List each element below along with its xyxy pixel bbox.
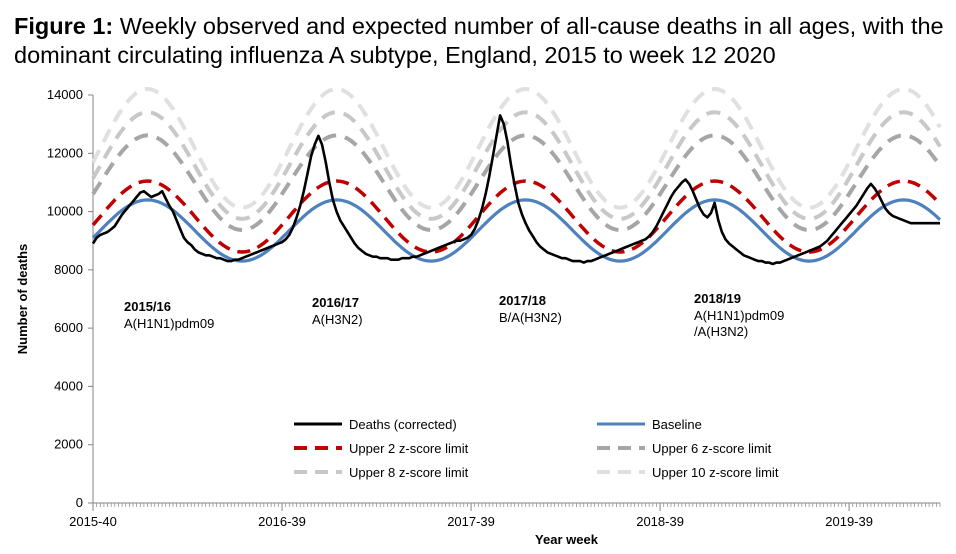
legend-label: Baseline — [652, 417, 702, 432]
legend-label: Upper 10 z-score limit — [652, 465, 779, 480]
series-layer — [91, 86, 942, 266]
legend-label: Deaths (corrected) — [349, 417, 457, 432]
y-tick-label: 14000 — [47, 87, 83, 102]
legend-label: Upper 6 z-score limit — [652, 441, 772, 456]
figure-title-text: Weekly observed and expected number of a… — [14, 13, 944, 68]
y-tick-label: 0 — [76, 495, 83, 510]
y-tick-label: 10000 — [47, 204, 83, 219]
y-tick-label: 8000 — [54, 262, 83, 277]
y-tick-label: 6000 — [54, 320, 83, 335]
x-tick-label: 2019-39 — [825, 514, 873, 529]
y-tick-label: 2000 — [54, 437, 83, 452]
legend-label: Upper 2 z-score limit — [349, 441, 469, 456]
y-tick-label: 12000 — [47, 145, 83, 160]
season-label: 2018/19 — [694, 291, 741, 306]
x-tick-label: 2015-40 — [69, 514, 117, 529]
annotations: 2015/16 A(H1N1)pdm09 2016/17 A(H3N2) 2017/18… — [124, 291, 784, 339]
season-label: 2017/18 — [499, 293, 546, 308]
x-tick-label: 2016-39 — [258, 514, 306, 529]
legend: Deaths (corrected) Baseline Upper 2 z-scor… — [294, 417, 779, 480]
subtype-label: A(H3N2) — [312, 312, 363, 327]
series-upper-10-z-score-limit — [91, 86, 942, 210]
series-upper-8-z-score-limit — [91, 110, 942, 221]
legend-label: Upper 8 z-score limit — [349, 465, 469, 480]
series-upper-2-z-score-limit — [91, 179, 942, 254]
figure-title-prefix: Figure 1: — [14, 13, 114, 39]
subtype-label: /A(H3N2) — [694, 324, 748, 339]
x-axis-label: Year week — [535, 532, 599, 547]
y-axis-label: Number of deaths — [15, 244, 30, 355]
subtype-label: A(H1N1)pdm09 — [124, 316, 214, 331]
subtype-label: A(H1N1)pdm09 — [694, 308, 784, 323]
season-label: 2016/17 — [312, 295, 359, 310]
axes: 0 2000 4000 6000 8000 10000 12000 14000 2015-40 2… — [47, 87, 941, 529]
season-label: 2015/16 — [124, 299, 171, 314]
subtype-label: B/A(H3N2) — [499, 310, 562, 325]
x-tick-label: 2017-39 — [447, 514, 495, 529]
series-deaths-corrected — [91, 114, 940, 266]
series-upper-6-z-score-limit — [91, 133, 942, 233]
y-tick-label: 4000 — [54, 378, 83, 393]
x-tick-label: 2018-39 — [636, 514, 684, 529]
figure-title: Figure 1: Weekly observed and expected n… — [14, 12, 949, 70]
